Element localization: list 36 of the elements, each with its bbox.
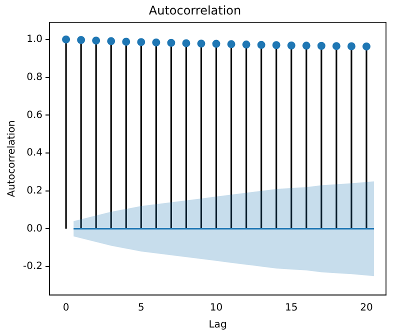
- point: [227, 40, 236, 48]
- x-tick-label: 5: [138, 302, 144, 314]
- point: [137, 38, 146, 46]
- y-tick-label: 0.6: [26, 110, 43, 121]
- x-tick-label: 10: [210, 302, 223, 314]
- x-tick-label: 20: [360, 302, 373, 314]
- point: [332, 42, 340, 50]
- point: [257, 40, 266, 49]
- point: [212, 40, 220, 48]
- point: [107, 37, 116, 46]
- y-tick-label: 0.8: [26, 72, 43, 83]
- point: [362, 42, 370, 50]
- point: [92, 36, 100, 45]
- point: [77, 36, 86, 44]
- point: [182, 39, 190, 48]
- x-tick-label: 15: [284, 302, 298, 314]
- x-tick-label: 0: [62, 302, 70, 314]
- point: [287, 41, 296, 50]
- point: [317, 42, 326, 50]
- y-tick-label: 0.4: [26, 148, 43, 159]
- y-axis-title: Autocorrelation: [6, 120, 18, 198]
- y-tick-label: 0.0: [26, 223, 43, 234]
- point: [302, 42, 310, 50]
- chart-title: Autocorrelation: [148, 3, 242, 18]
- x-axis-title: Lag: [208, 320, 227, 331]
- point: [167, 38, 176, 47]
- y-tick-label: 1.0: [26, 34, 43, 46]
- point: [272, 41, 280, 50]
- point: [197, 40, 206, 48]
- point: [347, 42, 356, 50]
- point: [122, 38, 130, 46]
- y-tick-label: -0.2: [22, 261, 43, 272]
- point: [62, 35, 70, 44]
- point: [242, 40, 250, 49]
- point: [152, 38, 160, 46]
- y-tick-label: 0.2: [26, 185, 43, 196]
